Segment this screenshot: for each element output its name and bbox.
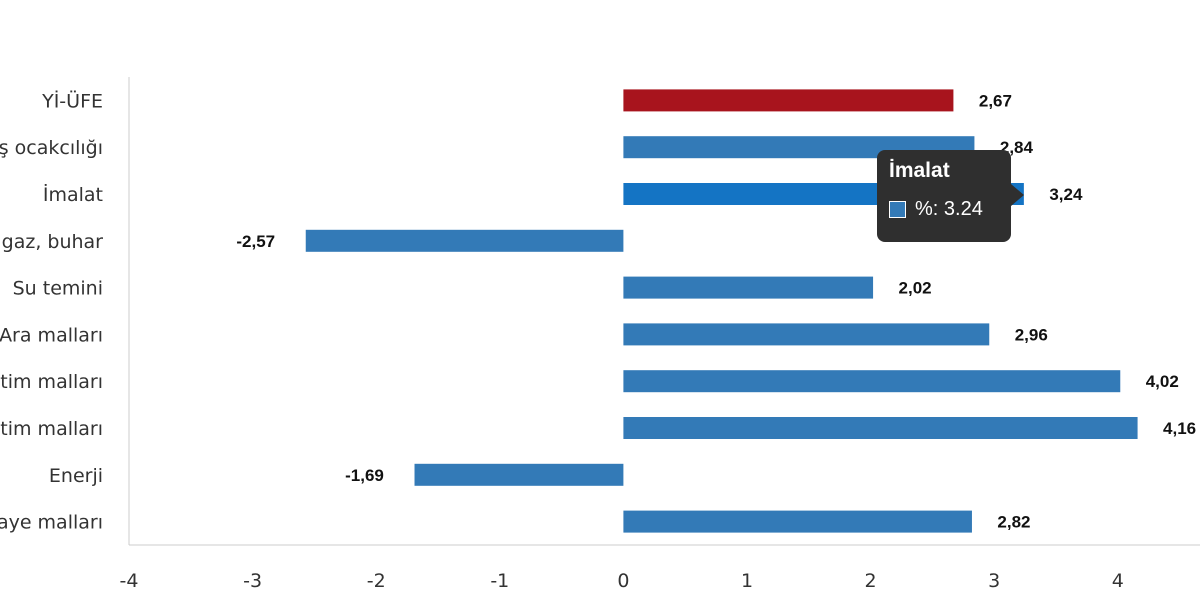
- data-label: 4,02: [1146, 372, 1179, 391]
- category-label: aye malları: [0, 512, 103, 534]
- category-label: tim malları: [0, 418, 103, 440]
- bar: [305, 229, 624, 252]
- bar: [414, 463, 624, 486]
- data-label: -1,69: [345, 466, 384, 485]
- x-tick-label: -1: [490, 570, 509, 592]
- x-tick-label: 2: [865, 570, 877, 592]
- category-label: Ara malları: [0, 324, 103, 346]
- tooltip-value: %: 3.24: [915, 198, 983, 220]
- bar: [623, 417, 1138, 439]
- category-label: gaz, buhar: [2, 231, 104, 253]
- tooltip-value-row: %: 3.24: [889, 198, 999, 221]
- tooltip: İmalat %: 3.24: [877, 150, 1011, 242]
- tooltip-series-swatch: [889, 201, 906, 218]
- data-label: 2,96: [1015, 325, 1048, 344]
- x-tick-label: -4: [120, 570, 139, 592]
- category-label: tim malları: [0, 371, 103, 393]
- category-label: Enerji: [49, 465, 103, 487]
- x-tick-label: 3: [988, 570, 1000, 592]
- bar: [623, 276, 874, 299]
- x-tick-label: 0: [617, 570, 629, 592]
- data-label: 2,02: [899, 279, 932, 298]
- bar: [623, 510, 972, 533]
- x-tick-label: 1: [741, 570, 753, 592]
- bar: [623, 89, 954, 112]
- bar: [623, 370, 1121, 393]
- data-label: 4,16: [1163, 419, 1196, 438]
- bar: [623, 323, 990, 346]
- x-tick-label: 4: [1112, 570, 1124, 592]
- data-label: 2,82: [997, 513, 1030, 532]
- x-tick-label: -3: [243, 570, 262, 592]
- data-label: 2,67: [979, 91, 1012, 110]
- x-tick-label: -2: [367, 570, 386, 592]
- tooltip-arrow: [1011, 184, 1024, 206]
- data-label: -2,57: [236, 232, 275, 251]
- category-label: İmalat: [43, 183, 103, 206]
- category-label: Yİ-ÜFE: [41, 89, 103, 112]
- category-label: Su temini: [13, 278, 103, 300]
- tooltip-title: İmalat: [889, 159, 950, 182]
- data-label: 3,24: [1049, 185, 1083, 204]
- category-label: ş ocakcılığı: [0, 137, 103, 159]
